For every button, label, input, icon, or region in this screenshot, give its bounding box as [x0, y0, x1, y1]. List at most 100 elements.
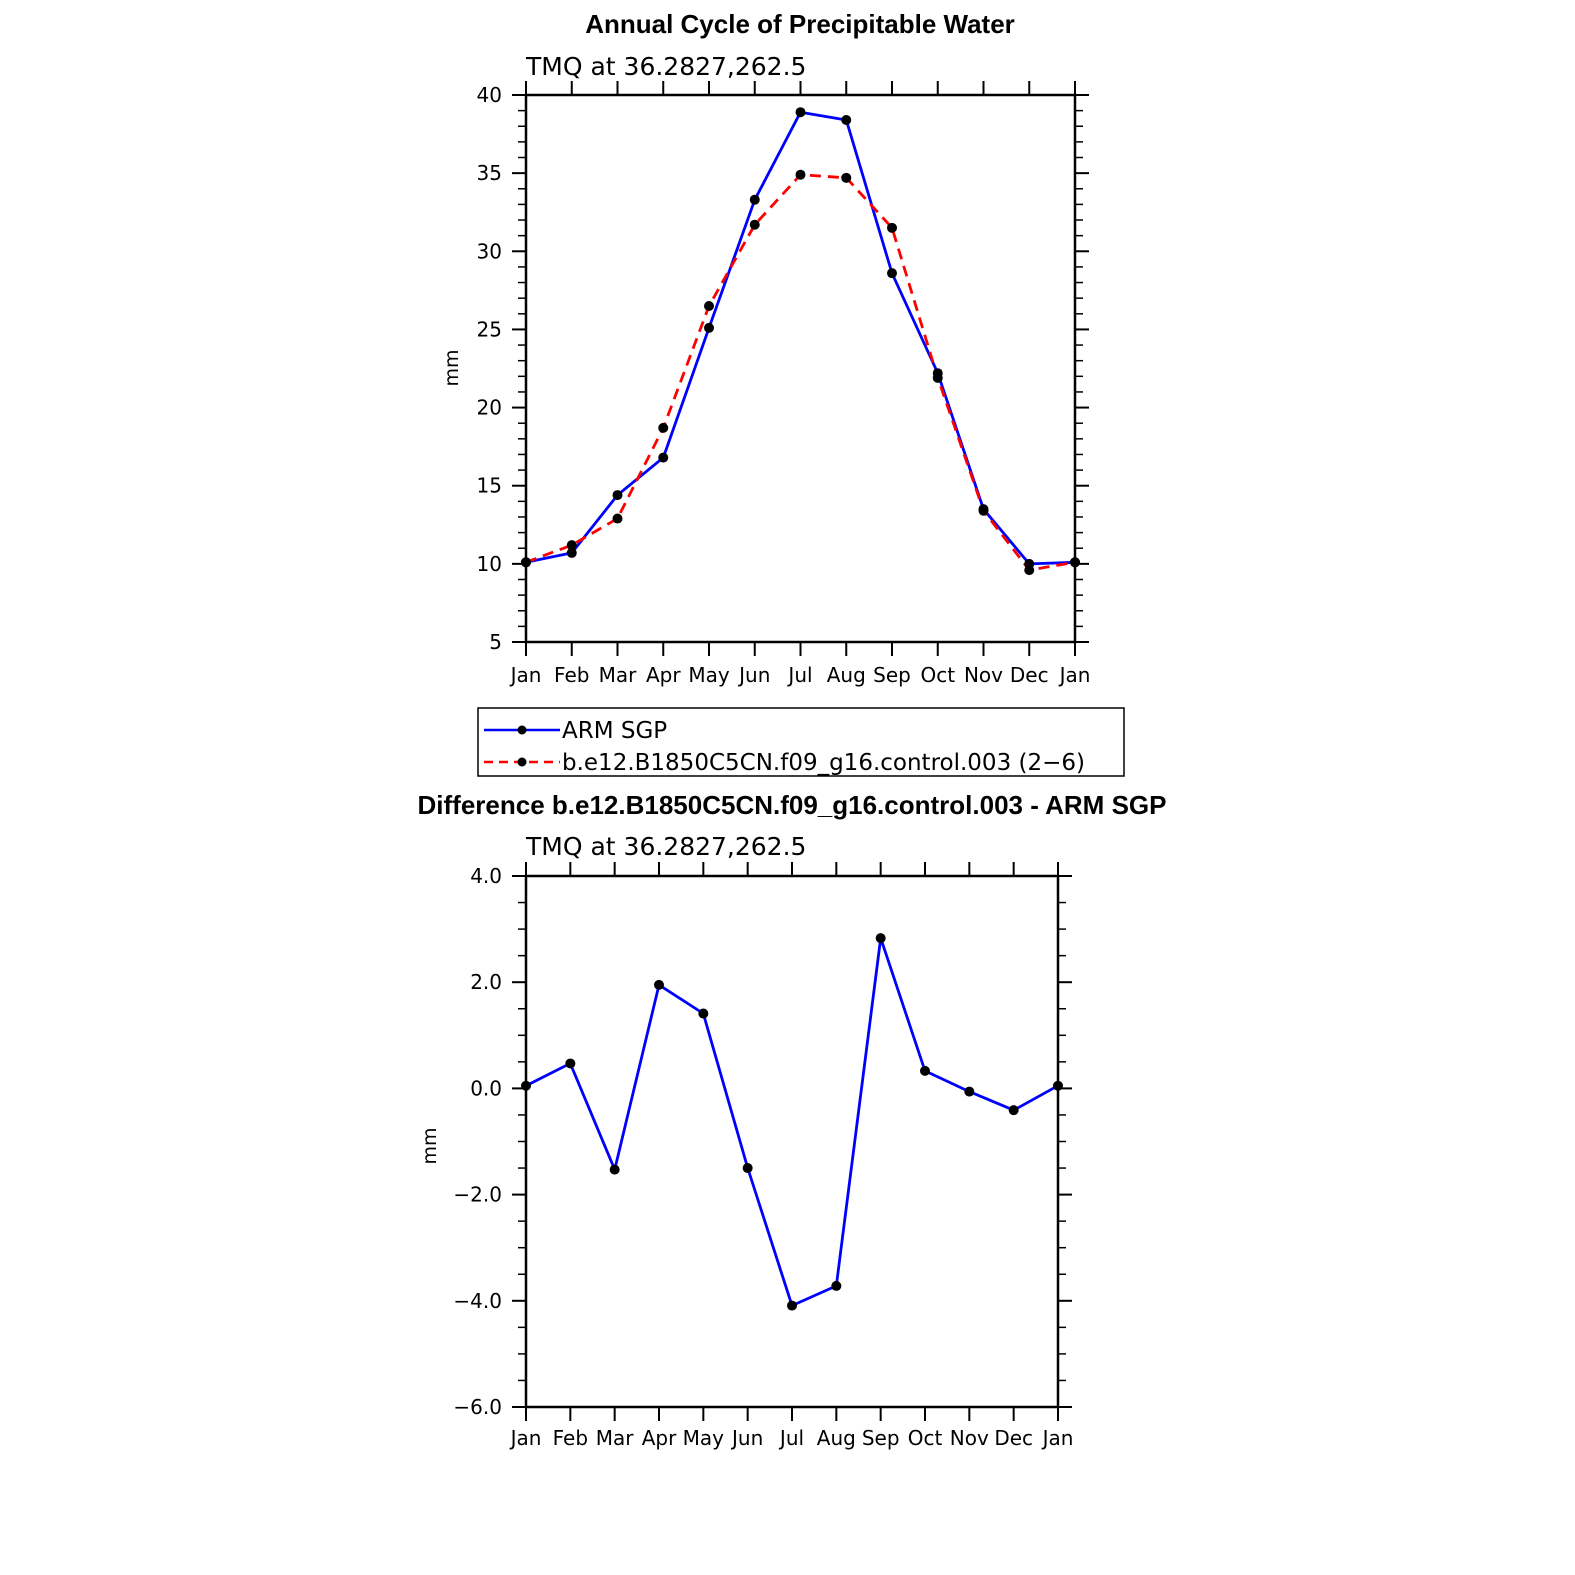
x-tick-label: Sep	[873, 663, 911, 687]
y-tick-label: 4.0	[470, 864, 502, 888]
chart-title: Difference b.e12.B1850C5CN.f09_g16.contr…	[418, 790, 1167, 820]
data-point-1-0	[521, 557, 531, 568]
x-tick-label: Jun	[730, 1426, 763, 1450]
series-line-0	[525, 936, 1059, 1307]
y-tick-label: 5	[489, 630, 502, 654]
x-tick-label: Mar	[599, 663, 638, 687]
data-point-1-3	[658, 422, 669, 433]
y-tick-label: −6.0	[453, 1395, 502, 1419]
x-tick-label: May	[688, 663, 730, 687]
legend-label-arm-sgp: ARM SGP	[562, 718, 667, 744]
x-tick-label: Dec	[994, 1426, 1033, 1450]
chart-subtitle: TMQ at 36.2827,262.5	[525, 52, 806, 81]
series-line-0	[525, 110, 1076, 566]
data-point-1-2	[612, 513, 623, 524]
chart-title: Annual Cycle of Precipitable Water	[585, 9, 1015, 39]
x-tick-label: Oct	[920, 663, 955, 687]
data-point-1-12	[1070, 557, 1080, 568]
x-tick-label: Apr	[646, 663, 681, 687]
data-point-0-9	[920, 1065, 930, 1076]
x-tick-label: Jul	[778, 1426, 804, 1450]
x-tick-labels: Jan Feb Mar Apr May Jun Jul Aug Sep Oct Nov Dec Jan	[509, 663, 1091, 687]
y-tick-label: 15	[477, 474, 502, 498]
data-point-0-8	[887, 268, 897, 279]
data-point-0-5	[742, 1163, 753, 1174]
x-tick-label: Dec	[1010, 663, 1049, 687]
y-axis-label: mm	[441, 349, 463, 386]
x-tick-label: Sep	[862, 1426, 900, 1450]
x-tick-label: May	[683, 1426, 725, 1450]
data-point-1-8	[887, 222, 897, 233]
data-point-1-5	[749, 219, 760, 230]
y-tick-label: 0.0	[470, 1076, 502, 1100]
data-point-0-5	[749, 194, 760, 205]
annual-cycle-chart: Annual Cycle of Precipitable Water TMQ a…	[441, 9, 1090, 687]
data-point-0-11	[1008, 1105, 1019, 1116]
data-point-0-2	[612, 490, 623, 501]
data-point-0-6	[787, 1300, 797, 1311]
data-point-0-2	[609, 1164, 620, 1175]
data-point-0-6	[795, 107, 806, 118]
series-group	[521, 933, 1063, 1311]
data-point-0-1	[566, 547, 577, 558]
x-tick-label: Feb	[553, 1426, 588, 1450]
y-tick-label: 40	[477, 83, 502, 107]
series-line-1	[525, 173, 1076, 572]
x-tick-label: Oct	[908, 1426, 943, 1450]
x-tick-label: Mar	[596, 1426, 635, 1450]
plot-border	[524, 874, 1060, 1409]
legend-label-model: b.e12.B1850C5CN.f09_g16.control.003 (2−6…	[562, 750, 1085, 776]
x-tick-label: Apr	[642, 1426, 677, 1450]
legend: ARM SGP b.e12.B1850C5CN.f09_g16.control.…	[477, 707, 1125, 777]
y-tick-label: 20	[477, 396, 502, 420]
y-tick-labels: −6.0 −4.0 −2.0 0.0 2.0 4.0	[453, 864, 502, 1419]
y-tick-label: 25	[477, 317, 502, 341]
data-point-0-3	[658, 452, 669, 463]
y-tick-label: 30	[477, 239, 502, 263]
legend-marker-arm-sgp	[517, 725, 527, 735]
series-group	[521, 107, 1080, 576]
y-tick-label: 35	[477, 161, 502, 185]
data-point-1-11	[1024, 565, 1035, 576]
data-point-1-9	[932, 372, 943, 383]
data-point-0-0	[521, 1080, 531, 1091]
x-tick-label: Feb	[554, 663, 589, 687]
x-tick-label: Jan	[509, 1426, 542, 1450]
data-point-0-7	[841, 115, 852, 126]
plot-frame	[512, 862, 1072, 1421]
x-tick-label: Nov	[964, 663, 1003, 687]
x-tick-label: Aug	[817, 1426, 856, 1450]
y-tick-labels: 5 10 15 20 25 30 35 40	[477, 83, 502, 654]
data-point-1-1	[566, 540, 577, 551]
y-tick-label: −2.0	[453, 1183, 502, 1207]
legend-marker-model	[517, 757, 527, 767]
x-tick-label: Jan	[1041, 1426, 1074, 1450]
y-axis-label: mm	[419, 1127, 441, 1164]
x-tick-label: Jan	[1058, 663, 1091, 687]
data-point-0-3	[654, 979, 664, 990]
x-tick-labels: Jan Feb Mar Apr May Jun Jul Aug Sep Oct Nov Dec Jan	[509, 1426, 1074, 1450]
data-point-0-7	[831, 1280, 842, 1291]
x-tick-label: Aug	[827, 663, 866, 687]
x-tick-label: Jan	[509, 663, 542, 687]
data-point-0-8	[875, 933, 886, 944]
data-point-1-6	[795, 169, 806, 180]
data-point-0-1	[565, 1058, 576, 1069]
difference-chart: Difference b.e12.B1850C5CN.f09_g16.contr…	[418, 790, 1167, 1450]
x-tick-label: Jun	[737, 663, 770, 687]
data-point-1-7	[841, 172, 852, 183]
x-tick-label: Jul	[786, 663, 812, 687]
data-point-0-10	[964, 1086, 975, 1097]
data-point-1-4	[704, 300, 714, 311]
y-tick-label: −4.0	[453, 1289, 502, 1313]
y-tick-label: 10	[477, 552, 502, 576]
legend-box	[477, 707, 1125, 777]
data-point-0-4	[704, 322, 714, 333]
plot-frame	[512, 81, 1089, 656]
chart-subtitle: TMQ at 36.2827,262.5	[525, 832, 806, 861]
data-point-1-10	[978, 505, 989, 516]
x-tick-label: Nov	[950, 1426, 989, 1450]
data-point-0-12	[1053, 1080, 1063, 1091]
y-tick-label: 2.0	[470, 970, 502, 994]
